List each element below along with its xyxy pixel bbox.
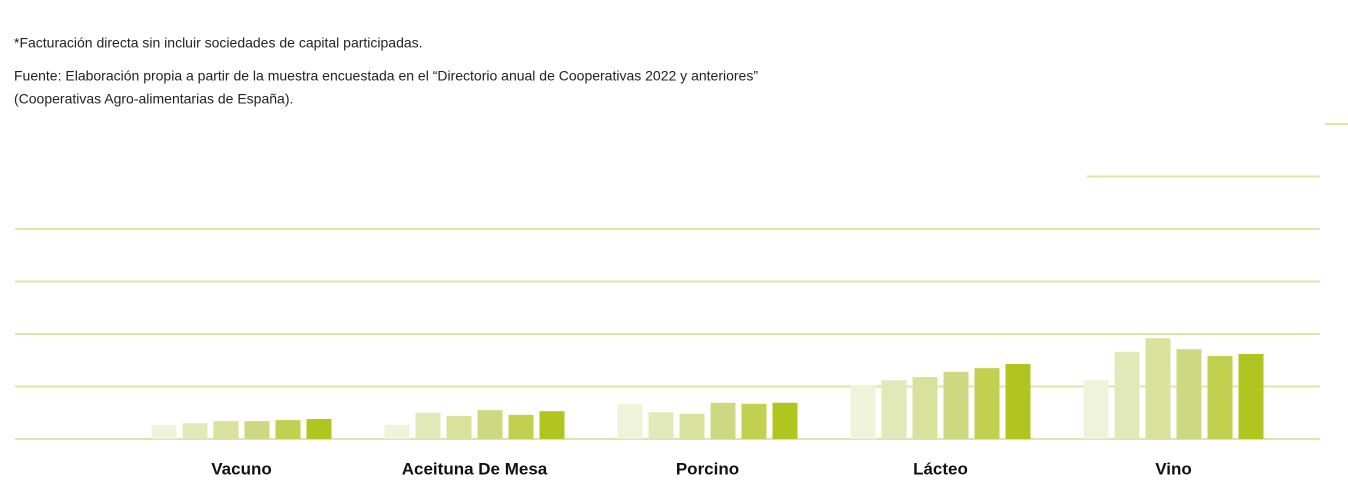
x-tick-label: Vino <box>1155 459 1192 478</box>
bar <box>539 411 565 439</box>
bar <box>1207 356 1233 439</box>
bar <box>446 415 472 439</box>
bar <box>850 384 876 439</box>
bar <box>710 402 736 439</box>
x-tick-label: Porcino <box>676 459 739 478</box>
bar <box>974 368 1000 439</box>
bar <box>1176 349 1202 439</box>
bar <box>772 402 798 439</box>
bar <box>912 377 938 439</box>
bar <box>151 424 177 439</box>
bar <box>1083 380 1109 439</box>
x-tick-label: Vacuno <box>211 459 271 478</box>
note: *Facturación directa sin incluir socieda… <box>14 35 423 51</box>
source-line: (Cooperativas Agro-alimentarias de Españ… <box>14 91 293 107</box>
bar <box>741 403 767 439</box>
bar <box>1114 351 1140 439</box>
source-line: Fuente: Elaboración propia a partir de l… <box>14 68 758 84</box>
bar <box>1005 363 1031 439</box>
bar <box>1145 338 1171 439</box>
bar <box>213 421 239 439</box>
bar <box>508 414 534 439</box>
bar <box>244 421 270 439</box>
bar <box>679 413 705 439</box>
bar <box>182 423 208 439</box>
x-tick-label: Aceituna De Mesa <box>402 459 548 478</box>
bar <box>943 371 969 439</box>
bar <box>275 420 301 439</box>
bar <box>384 424 410 439</box>
bar <box>617 403 643 439</box>
bar <box>881 380 907 439</box>
bar <box>648 412 674 439</box>
bar <box>306 419 332 439</box>
x-tick-label: Lácteo <box>913 459 968 478</box>
bar <box>1238 353 1264 439</box>
bar <box>477 410 503 439</box>
bar <box>415 412 441 439</box>
